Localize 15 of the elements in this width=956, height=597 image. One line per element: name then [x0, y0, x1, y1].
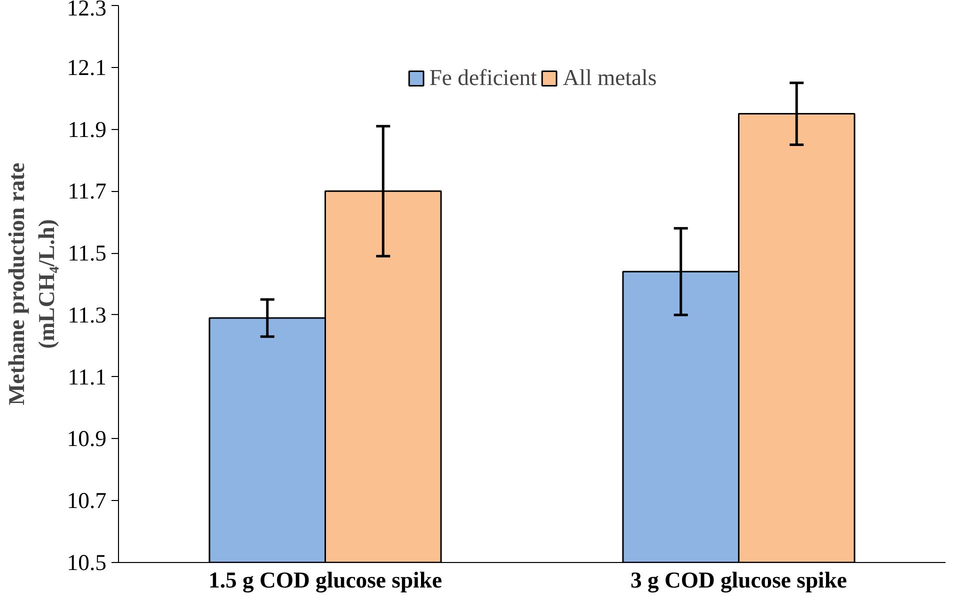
y-tick-label: 11.5 — [68, 240, 107, 266]
x-tick-label: 1.5 g COD glucose spike — [208, 568, 442, 592]
y-tick-label: 12.3 — [66, 0, 107, 20]
y-tick-label: 11.7 — [68, 178, 107, 204]
y-tick-label: 11.1 — [68, 364, 107, 390]
legend-label: Fe deficient — [429, 65, 537, 91]
y-axis-title: Methane production rate (mLCH₄/L.h) — [4, 162, 59, 406]
y-tick-label: 10.5 — [66, 550, 107, 575]
y-tick-label: 12.1 — [66, 54, 107, 80]
y-tick-label: 11.3 — [68, 302, 107, 328]
legend-label: All metals — [562, 65, 657, 91]
x-tick-label: 3 g COD glucose spike — [630, 568, 848, 592]
y-tick-label: 10.9 — [66, 426, 107, 452]
y-tick-label: 11.9 — [68, 116, 107, 142]
y-tick-label: 10.7 — [66, 488, 107, 514]
